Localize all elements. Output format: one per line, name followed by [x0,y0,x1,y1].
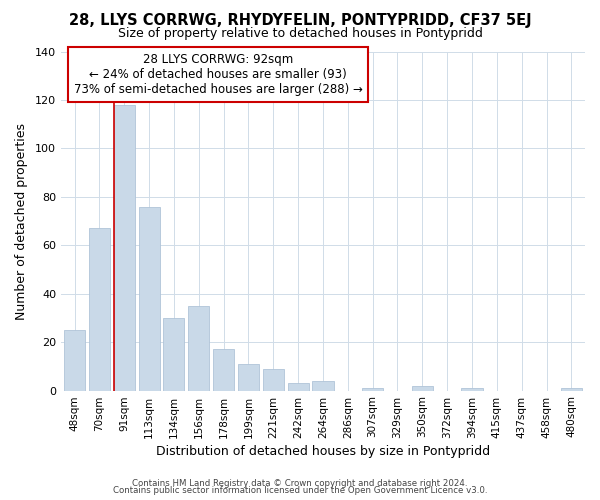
Bar [412,386,433,390]
Bar [89,228,110,390]
Text: Contains public sector information licensed under the Open Government Licence v3: Contains public sector information licen… [113,486,487,495]
Bar [561,388,582,390]
Bar [213,350,234,391]
Text: 28, LLYS CORRWG, RHYDYFELIN, PONTYPRIDD, CF37 5EJ: 28, LLYS CORRWG, RHYDYFELIN, PONTYPRIDD,… [68,12,532,28]
Text: Size of property relative to detached houses in Pontypridd: Size of property relative to detached ho… [118,28,482,40]
Bar [313,381,334,390]
Text: 28 LLYS CORRWG: 92sqm
← 24% of detached houses are smaller (93)
73% of semi-deta: 28 LLYS CORRWG: 92sqm ← 24% of detached … [74,53,362,96]
Bar [287,384,308,390]
Y-axis label: Number of detached properties: Number of detached properties [15,122,28,320]
Bar [163,318,184,390]
Bar [263,369,284,390]
Text: Contains HM Land Registry data © Crown copyright and database right 2024.: Contains HM Land Registry data © Crown c… [132,478,468,488]
Bar [362,388,383,390]
X-axis label: Distribution of detached houses by size in Pontypridd: Distribution of detached houses by size … [156,444,490,458]
Bar [114,105,135,391]
Bar [238,364,259,390]
Bar [188,306,209,390]
Bar [139,206,160,390]
Bar [461,388,482,390]
Bar [64,330,85,390]
